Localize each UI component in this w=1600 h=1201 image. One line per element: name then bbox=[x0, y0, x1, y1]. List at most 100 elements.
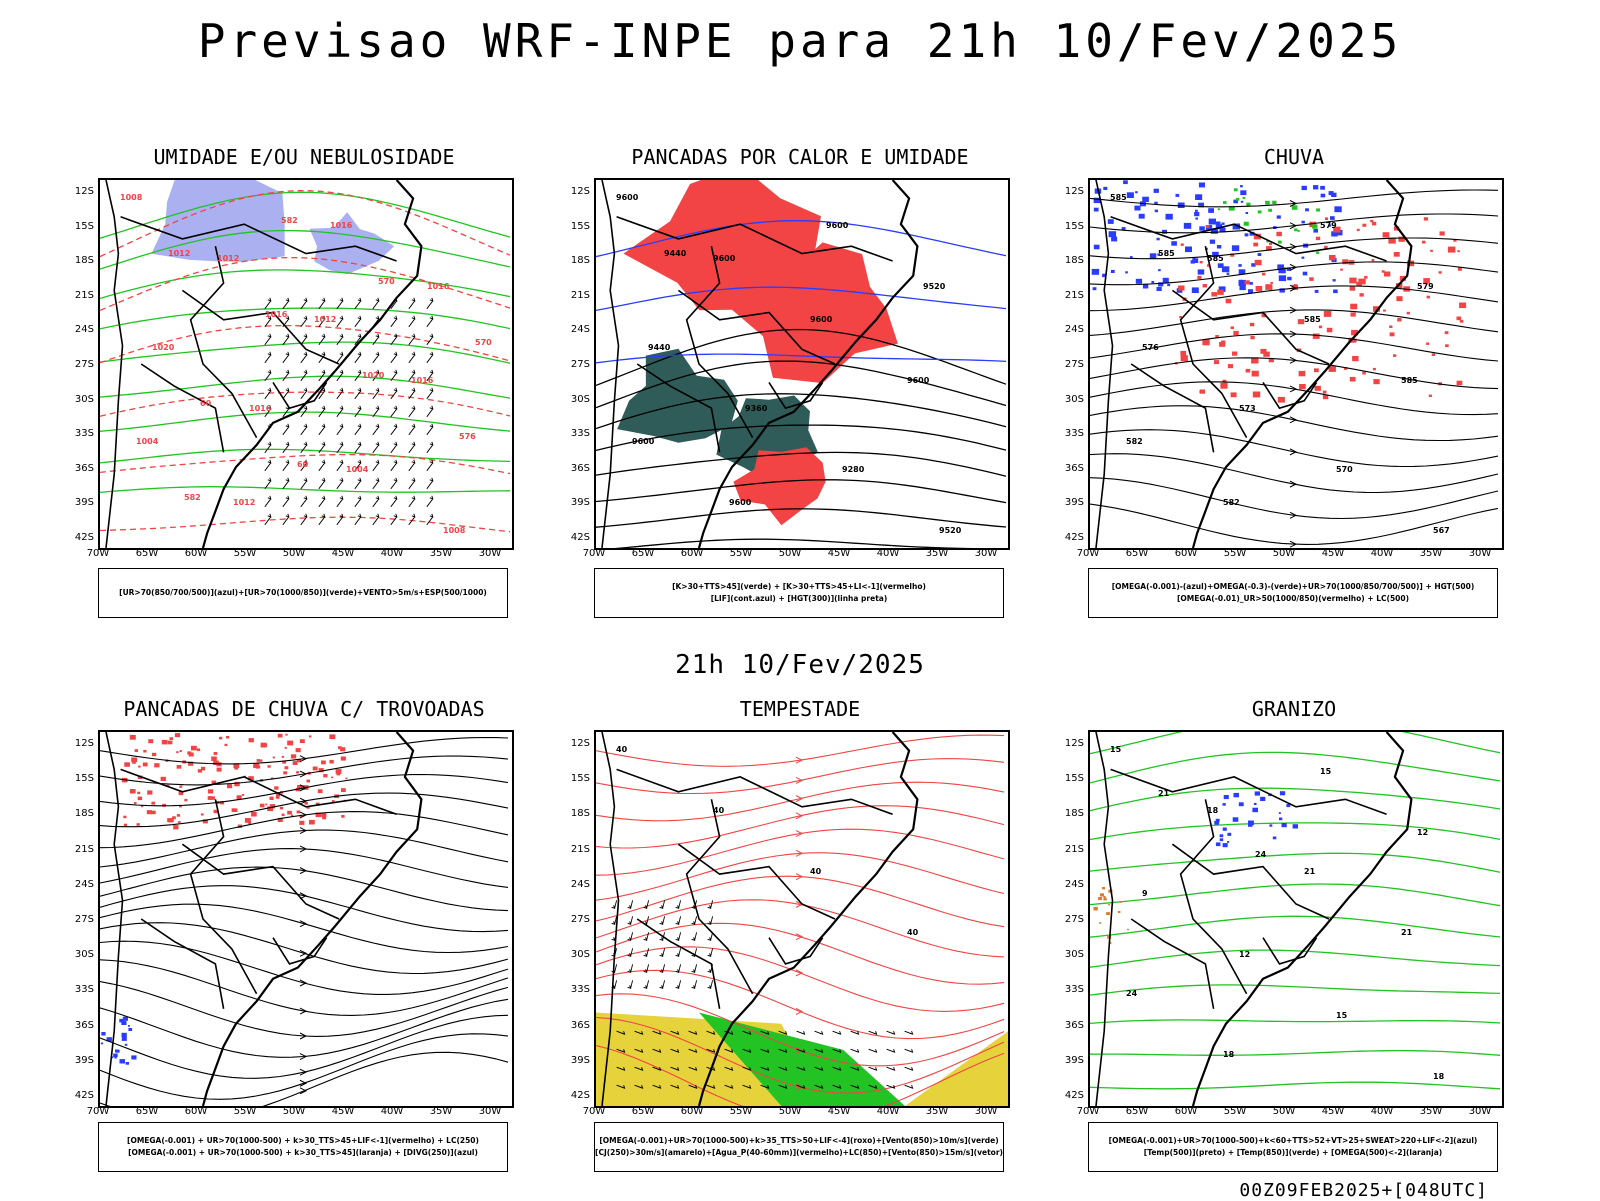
rain-area bbox=[1323, 311, 1332, 317]
wind-vector bbox=[282, 297, 290, 310]
lon-tick-label: 30W bbox=[1468, 1106, 1492, 1117]
coastline bbox=[1191, 732, 1413, 1106]
omega-area bbox=[1286, 267, 1291, 271]
contour-label: 9520 bbox=[923, 282, 946, 291]
wind-vector bbox=[724, 1048, 734, 1053]
omega-area bbox=[1195, 209, 1198, 212]
omega-area bbox=[1135, 191, 1138, 194]
rain-area bbox=[1407, 260, 1415, 267]
wind-vector bbox=[372, 387, 380, 400]
wind-vector bbox=[760, 1030, 770, 1035]
wind-vector bbox=[390, 351, 398, 364]
rain-area bbox=[1215, 335, 1219, 338]
lat-tick-label: 24S bbox=[74, 324, 94, 336]
thunder-area bbox=[236, 795, 242, 800]
hail-area bbox=[1254, 791, 1260, 796]
rain-area bbox=[1245, 368, 1251, 373]
rain-area bbox=[1447, 246, 1456, 253]
thunder-area bbox=[234, 766, 239, 770]
omega-area bbox=[1301, 185, 1307, 191]
wind-vector bbox=[634, 1030, 644, 1035]
wind-vector bbox=[688, 1084, 698, 1089]
rain-area bbox=[1252, 391, 1261, 398]
wind-vector bbox=[675, 964, 682, 974]
thunder-area bbox=[281, 755, 284, 758]
thunder-area bbox=[329, 759, 334, 764]
rain-area bbox=[1299, 384, 1306, 390]
rain-area bbox=[1356, 228, 1360, 232]
rain-area bbox=[1329, 255, 1336, 261]
rain-area bbox=[1220, 382, 1228, 389]
rain-area bbox=[1372, 367, 1376, 371]
contour-label: 585 bbox=[1207, 254, 1224, 263]
contour-label: 9600 bbox=[616, 193, 639, 202]
thunder-area bbox=[306, 779, 310, 783]
wind-vector bbox=[354, 495, 362, 508]
rain-area bbox=[1439, 231, 1445, 236]
wind-vector bbox=[354, 387, 362, 400]
hail-area bbox=[1292, 824, 1298, 829]
omega-area bbox=[1103, 186, 1108, 190]
streamline-250-arrow bbox=[299, 979, 308, 987]
rain-area bbox=[1254, 259, 1262, 266]
omega-strong-area bbox=[1265, 200, 1270, 205]
thunder-area bbox=[197, 769, 202, 773]
thunder-area bbox=[297, 784, 303, 790]
wind-vector bbox=[850, 1030, 860, 1035]
streamline-250-arrow bbox=[299, 867, 308, 875]
rain-area bbox=[1398, 236, 1405, 242]
wind-vector bbox=[372, 297, 380, 310]
wind-vector bbox=[264, 495, 272, 508]
humidity-700-area bbox=[151, 180, 285, 262]
thunder-area bbox=[134, 749, 138, 752]
thunder-area bbox=[267, 765, 271, 768]
lon-tick-label: 45W bbox=[1321, 1106, 1345, 1117]
lat-tick-label: 21S bbox=[74, 843, 94, 855]
wind-vector bbox=[688, 1066, 698, 1071]
lat-tick-label: 33S bbox=[1064, 428, 1084, 440]
omega-area bbox=[1165, 213, 1173, 220]
wind850-area bbox=[699, 1012, 905, 1106]
omega-area bbox=[1121, 227, 1126, 231]
thunder-area bbox=[196, 748, 201, 752]
streamline-850 bbox=[596, 1044, 1005, 1106]
omega-area bbox=[1194, 212, 1200, 217]
streamline-850 bbox=[596, 734, 1005, 767]
state-border bbox=[1262, 937, 1318, 965]
hail-area bbox=[1286, 804, 1291, 808]
thunder-area bbox=[148, 739, 154, 744]
rain-area bbox=[1230, 326, 1234, 330]
thunder-area bbox=[299, 739, 305, 744]
state-border bbox=[120, 216, 397, 262]
thunder-area bbox=[174, 733, 181, 738]
hail-area bbox=[1248, 823, 1253, 827]
contour-label: 1020 bbox=[362, 371, 385, 380]
thunder-area bbox=[234, 781, 240, 787]
omega-area bbox=[1171, 241, 1177, 246]
thunder-area bbox=[216, 762, 222, 767]
lat-tick-label: 36S bbox=[570, 462, 590, 474]
state-border bbox=[636, 363, 721, 453]
omega500-area bbox=[1119, 901, 1122, 903]
streamline-250-arrow bbox=[299, 892, 308, 900]
wind-vector bbox=[354, 459, 362, 472]
thunder-area bbox=[202, 768, 205, 771]
wind-vector bbox=[426, 315, 434, 328]
state-border bbox=[140, 363, 225, 453]
thunder-area bbox=[123, 823, 127, 827]
lon-tick-label: 40W bbox=[1370, 1106, 1394, 1117]
contour-label: 40 bbox=[810, 867, 822, 876]
contour-label: 582 bbox=[184, 493, 201, 502]
thunder-area bbox=[176, 765, 182, 769]
wind-vector bbox=[264, 441, 272, 454]
streamline-850-arrow bbox=[795, 830, 804, 837]
temp850-contour bbox=[1090, 751, 1501, 784]
contour-label: 9440 bbox=[664, 249, 687, 258]
thunder-area bbox=[309, 819, 315, 825]
wind-vector bbox=[372, 513, 380, 526]
lat-tick-label: 15S bbox=[74, 220, 94, 232]
streamline-250 bbox=[100, 959, 509, 1016]
thunder-area bbox=[317, 789, 323, 794]
lon-tick-label: 70W bbox=[86, 548, 110, 559]
streamline-500 bbox=[1090, 309, 1499, 336]
